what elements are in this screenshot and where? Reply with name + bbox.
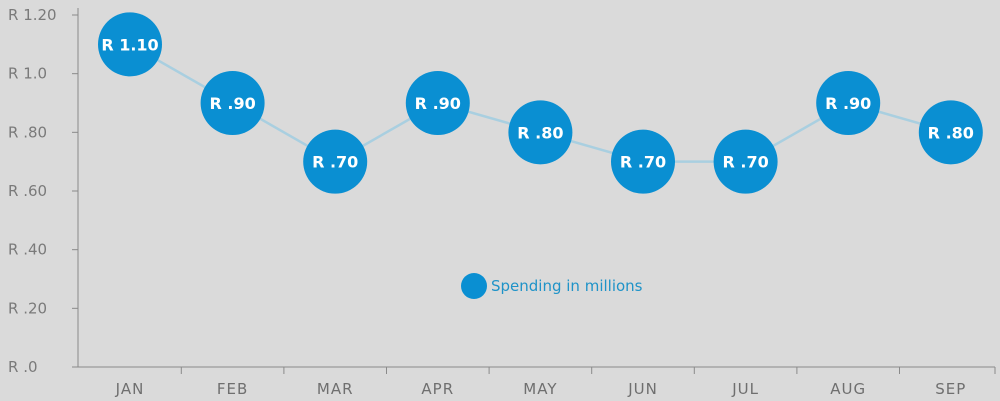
data-point [508,100,573,165]
x-tick-label: MAR [317,380,354,398]
data-point [303,129,368,194]
data-label: R .80 [517,123,563,142]
data-label: R .90 [209,94,255,113]
x-tick-label: SEP [935,380,966,398]
data-label: R .90 [825,94,871,113]
y-tick-label: R 1.0 [8,65,47,83]
data-point [200,71,265,135]
x-axis-ticks: JAN FEB MAR APR MAY JUN JUL AUG SEP [115,367,996,398]
legend: Spending in millions [461,273,643,299]
legend-marker [461,273,487,299]
data-point [405,71,470,135]
legend-label: Spending in millions [491,277,643,295]
y-tick-label: R .20 [8,299,47,317]
data-points: R 1.10 R .90 R .70 R .90 R .80 R .70 R .70 R .9… [98,12,983,194]
x-tick-label: JUL [731,380,759,398]
y-tick-label: R .40 [8,241,47,259]
y-axis-ticks: R .0 R .20 R .40 R .60 R .80 R 1.0 R 1.20 [8,6,78,376]
y-tick-label: R .60 [8,182,47,200]
axes [77,8,995,368]
x-tick-label: FEB [217,380,248,398]
data-point [611,129,675,194]
data-label: R .90 [415,94,461,113]
y-tick-label: R .0 [8,358,38,376]
x-tick-label: JAN [115,380,145,398]
data-label: R .80 [928,123,974,142]
y-tick-label: R .80 [8,123,47,141]
x-tick-label: AUG [830,380,866,398]
data-label: R .70 [312,153,358,172]
data-point [98,12,162,77]
data-label: R .70 [620,153,666,172]
data-point [918,100,983,165]
x-tick-label: JUN [627,380,658,398]
data-point [713,129,778,194]
y-tick-label: R 1.20 [8,6,57,24]
x-tick-label: MAY [523,380,557,398]
data-label: R 1.10 [101,35,158,54]
data-point [816,71,881,135]
x-tick-label: APR [421,380,454,398]
data-label: R .70 [722,153,768,172]
